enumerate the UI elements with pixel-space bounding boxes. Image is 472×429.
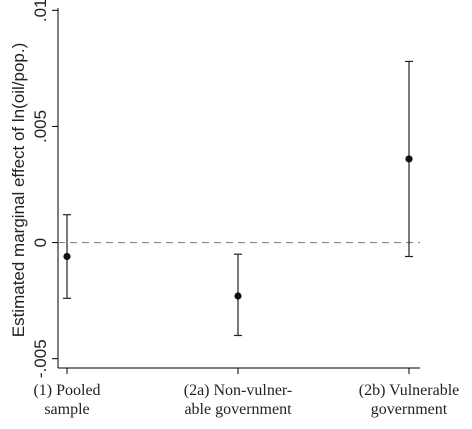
x-category-label-line: government bbox=[371, 401, 448, 418]
y-axis-label: Estimated marginal effect of ln(oil/pop.… bbox=[9, 43, 28, 338]
axes: -.005 0 .005 .01 (1) Pooled sample (2a) Non-vu… bbox=[31, 0, 459, 418]
point-estimate bbox=[405, 155, 413, 163]
x-category-label-line: (2b) Vulnerable bbox=[359, 382, 459, 399]
data-marks bbox=[58, 60, 420, 337]
y-tick-label: 0 bbox=[31, 238, 50, 247]
x-category-label-line: (2a) Non-vulner- bbox=[184, 382, 293, 399]
x-category-label-line: able government bbox=[184, 401, 292, 418]
y-tick-label: .005 bbox=[31, 110, 50, 143]
y-tick-label: .01 bbox=[31, 0, 50, 22]
point-estimate bbox=[234, 292, 242, 300]
y-tick-label: -.005 bbox=[31, 339, 50, 378]
x-category-label-line: (1) Pooled bbox=[33, 382, 100, 399]
x-category-label: (1) Pooled sample bbox=[33, 382, 100, 418]
x-category-label: (2b) Vulnerable government bbox=[359, 382, 459, 418]
x-category-label: (2a) Non-vulner-able government bbox=[184, 382, 293, 418]
point-estimate bbox=[63, 252, 71, 261]
x-category-label-line: sample bbox=[44, 401, 89, 418]
